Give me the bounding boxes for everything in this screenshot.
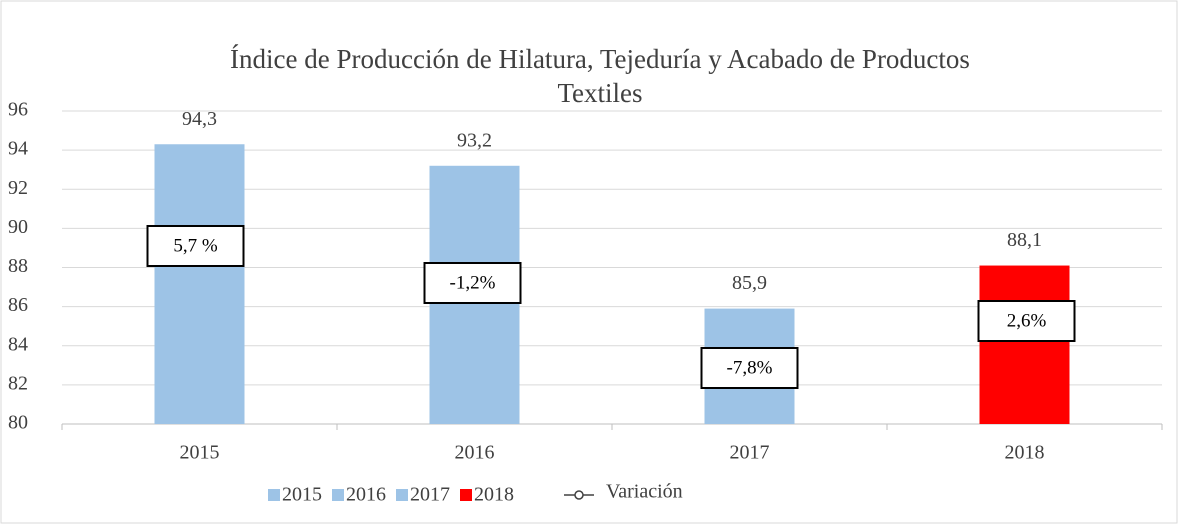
variation-box [423,262,522,304]
variation-label: -1,2% [450,272,496,293]
legend-label: Variación [606,481,683,503]
variation-label: -7,8% [727,357,773,378]
value-label: 85,9 [732,272,767,294]
y-tick-label: 80 [8,412,28,434]
bar [154,144,245,424]
x-tick-label: 2015 [180,442,220,464]
variation-box [700,347,799,389]
y-tick-label: 82 [8,372,28,394]
legend-marker [574,490,584,500]
legend-label: 2015 [282,484,322,506]
y-tick-label: 88 [8,255,28,277]
legend-label: 2017 [410,484,450,506]
y-tick-label: 90 [8,216,28,238]
y-tick-label: 92 [8,177,28,199]
variation-label: 5,7 % [173,235,218,256]
legend-swatch [268,489,280,501]
legend-label: 2018 [474,484,514,506]
value-label: 88,1 [1007,229,1042,251]
y-tick-label: 94 [8,138,28,160]
y-tick-label: 84 [8,333,28,355]
legend-swatch [396,489,408,501]
legend-swatch [460,489,472,501]
legend-label: 2016 [346,484,386,506]
x-tick-label: 2016 [455,442,495,464]
legend-swatch [332,489,344,501]
y-tick-label: 86 [8,294,28,316]
value-label: 94,3 [182,108,217,130]
variation-box [977,300,1076,342]
variation-box [146,225,245,267]
value-label: 93,2 [457,129,492,151]
bar [979,265,1070,424]
x-tick-label: 2017 [730,442,770,464]
chart-title: Índice de Producción de Hilatura, Tejedu… [230,44,970,108]
variation-label: 2,6% [1007,310,1047,331]
y-tick-label: 96 [8,99,28,121]
x-tick-label: 2018 [1005,442,1045,464]
